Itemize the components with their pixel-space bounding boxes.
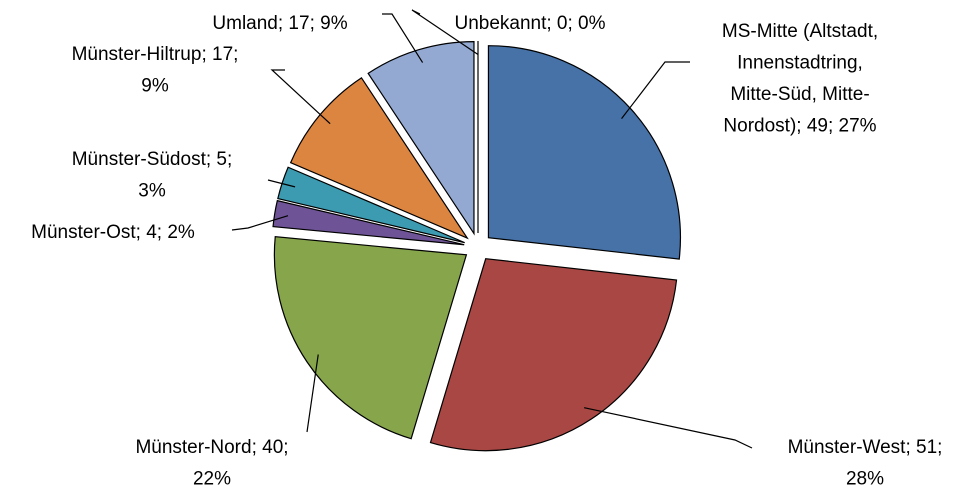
pie-slice (289, 76, 469, 240)
data-label: 9% (141, 76, 169, 97)
pie-slice (429, 258, 678, 452)
data-label: Nordost); 49; 27% (723, 116, 876, 137)
data-label: Münster-Hiltrup; 17; (72, 44, 239, 65)
leader-line (231, 215, 289, 231)
pie-slice (272, 199, 465, 246)
pie-slice (277, 166, 465, 244)
data-label: Münster-Südost; 5; (72, 149, 233, 170)
leader-line (382, 13, 424, 63)
pie-slice (367, 40, 475, 236)
leader-line (621, 61, 690, 120)
data-label: Münster-Ost; 4; 2% (31, 222, 195, 243)
data-label: Umland; 17; 9% (212, 13, 347, 34)
pie-slice (487, 45, 682, 260)
data-label: 22% (193, 469, 231, 490)
leader-line (306, 354, 319, 433)
data-label: 28% (846, 469, 884, 490)
data-label: Innenstadtring, (737, 53, 863, 74)
data-label: Unbekannt; 0; 0% (454, 13, 605, 34)
leader-line (267, 179, 296, 188)
data-label: Münster-West; 51; (788, 437, 943, 458)
leader-line (411, 9, 479, 55)
data-label: Münster-Nord; 40; (135, 437, 288, 458)
data-label: 3% (138, 181, 166, 202)
data-label: Mitte-Süd, Mitte- (730, 84, 869, 105)
leader-line (583, 407, 753, 449)
data-label: MS-Mitte (Altstadt, (722, 21, 878, 42)
pie-slice (273, 236, 468, 440)
leader-line (270, 69, 331, 125)
